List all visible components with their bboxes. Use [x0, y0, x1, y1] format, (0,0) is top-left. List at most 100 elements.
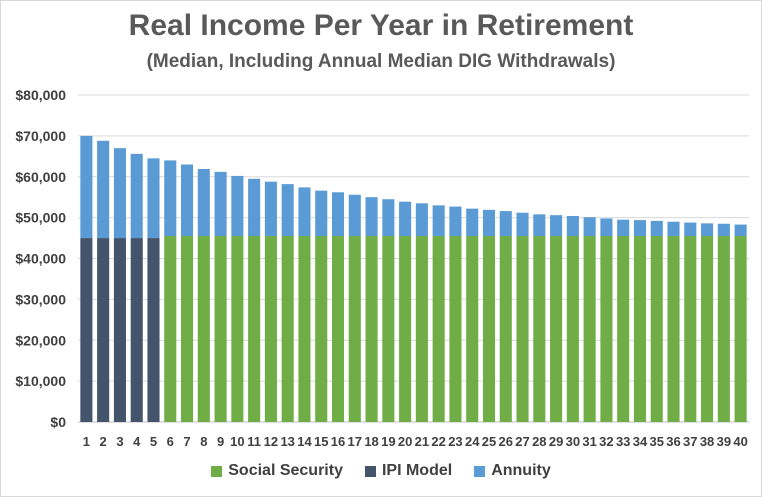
y-tick-label: $30,000 [15, 291, 66, 307]
bar-annuity [130, 153, 143, 239]
x-tick-label: 17 [348, 434, 362, 449]
bar-annuity [684, 222, 697, 237]
bar-social-security [264, 236, 277, 422]
bar-annuity [533, 214, 546, 237]
bar-social-security [214, 236, 227, 422]
x-tick-label: 40 [733, 434, 747, 449]
bar-annuity [315, 190, 328, 237]
bar-annuity [633, 220, 647, 237]
x-tick-label: 34 [633, 434, 648, 449]
bar-social-security [298, 236, 311, 422]
y-tick-label: $80,000 [15, 87, 66, 103]
bar-social-security [684, 236, 697, 422]
x-tick-label: 23 [448, 434, 462, 449]
bar-social-security [432, 236, 445, 422]
y-tick-label: $10,000 [15, 373, 66, 389]
bar-annuity [583, 217, 596, 237]
bar-annuity [147, 158, 160, 239]
bar-annuity [399, 201, 412, 237]
bar-social-security [197, 236, 210, 422]
bar-annuity [566, 215, 579, 237]
x-tick-label: 29 [549, 434, 563, 449]
bar-annuity [214, 171, 227, 237]
bar-social-security [667, 236, 680, 422]
bar-social-security [331, 236, 345, 422]
bar-annuity [499, 211, 512, 237]
x-tick-label: 36 [666, 434, 680, 449]
bar-annuity [231, 175, 244, 237]
bar-social-security [348, 236, 361, 422]
x-tick-label: 35 [650, 434, 664, 449]
bar-annuity [449, 206, 462, 237]
bar-social-security [617, 236, 630, 422]
y-tick-label: $20,000 [15, 332, 66, 348]
bar-social-security [701, 236, 714, 422]
bar-annuity [717, 223, 730, 237]
bar-social-security [180, 236, 194, 422]
bar-social-security [600, 236, 613, 422]
bar-social-security [734, 236, 747, 422]
x-tick-label: 22 [431, 434, 445, 449]
bar-ipi-model [113, 238, 126, 422]
bar-social-security [315, 236, 328, 422]
x-tick-label: 15 [314, 434, 328, 449]
bar-annuity [550, 215, 563, 237]
y-tick-label: $70,000 [15, 128, 66, 144]
bar-annuity [180, 164, 194, 237]
bar-annuity [281, 184, 294, 237]
x-tick-label: 1 [83, 434, 90, 449]
bar-annuity [600, 218, 613, 237]
legend: Social Security IPI Model Annuity [1, 462, 761, 480]
x-tick-label: 18 [364, 434, 378, 449]
bar-social-security [281, 236, 294, 422]
x-tick-label: 3 [116, 434, 123, 449]
legend-swatch [364, 465, 376, 477]
bar-social-security [550, 236, 563, 422]
bar-social-security [399, 236, 412, 422]
x-tick-label: 19 [381, 434, 395, 449]
chart-subtitle: (Median, Including Annual Median DIG Wit… [146, 51, 616, 72]
x-tick-label: 2 [100, 434, 107, 449]
x-tick-label: 13 [280, 434, 294, 449]
bar-annuity [650, 220, 663, 237]
chart-title: Real Income Per Year in Retirement [128, 9, 634, 42]
legend-item: Annuity [474, 462, 551, 480]
legend-item: Social Security [211, 462, 343, 480]
bar-ipi-model [80, 238, 93, 422]
bar-social-security [633, 236, 647, 422]
bar-social-security [449, 236, 462, 422]
x-tick-label: 25 [482, 434, 496, 449]
bar-social-security [466, 236, 479, 422]
x-tick-label: 21 [415, 434, 429, 449]
bar-ipi-model [97, 238, 110, 422]
bar-annuity [331, 192, 345, 237]
bar-social-security [365, 236, 378, 422]
x-tick-label: 11 [247, 434, 261, 449]
bar-annuity [197, 168, 210, 237]
legend-label: IPI Model [381, 462, 453, 479]
x-tick-label: 27 [515, 434, 529, 449]
bar-annuity [617, 219, 630, 237]
bar-social-security [583, 236, 596, 422]
bar-social-security [533, 236, 546, 422]
legend-item: IPI Model [364, 462, 453, 480]
bar-ipi-model [147, 238, 160, 422]
bar-social-security [231, 236, 244, 422]
x-tick-label: 5 [150, 434, 157, 449]
bar-social-security [248, 236, 261, 422]
x-tick-label: 20 [398, 434, 412, 449]
x-tick-label: 6 [167, 434, 174, 449]
bar-social-security [482, 236, 496, 422]
bar-annuity [482, 209, 496, 237]
bar-social-security [650, 236, 663, 422]
x-tick-label: 28 [532, 434, 546, 449]
bar-annuity [516, 212, 529, 237]
bar-social-security [499, 236, 512, 422]
bar-annuity [382, 199, 395, 237]
bar-ipi-model [130, 238, 143, 422]
x-tick-label: 4 [133, 434, 141, 449]
legend-label: Social Security [228, 462, 343, 479]
bar-annuity [734, 224, 747, 237]
x-tick-label: 9 [217, 434, 224, 449]
